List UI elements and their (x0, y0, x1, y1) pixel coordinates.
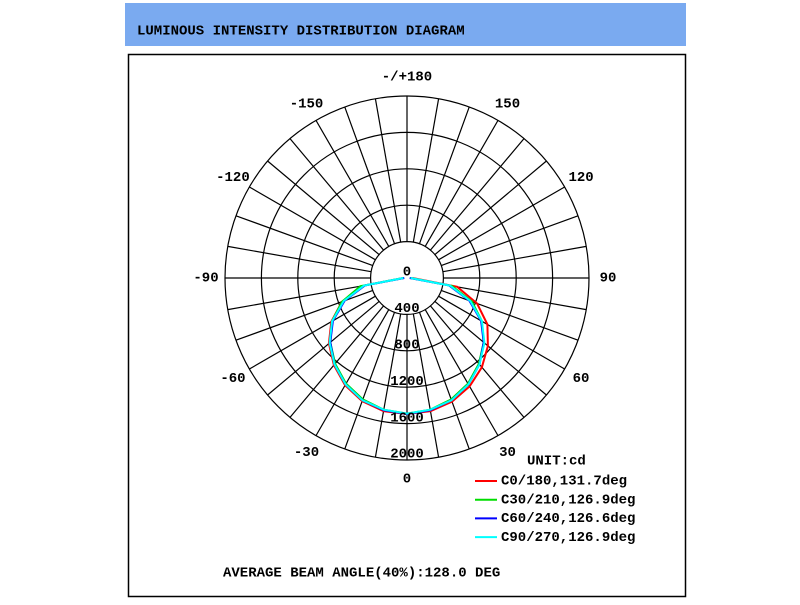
grid-spoke (442, 245, 587, 273)
grid-spoke (418, 311, 470, 450)
grid-spoke (412, 98, 440, 243)
intensity-curve (328, 277, 486, 415)
theta-tick-label: 120 (568, 170, 593, 186)
theta-tick-label: -/+180 (382, 70, 432, 86)
legend-label: C60/240,126.6deg (501, 511, 635, 527)
frame (127, 53, 687, 598)
theta-tick-label: -120 (216, 170, 250, 186)
grid-spoke (412, 313, 440, 458)
grid-spoke (424, 120, 499, 247)
theta-tick-label: 150 (495, 97, 520, 113)
theta-tick-label: -150 (290, 97, 324, 113)
grid-spoke (440, 289, 579, 341)
grid-spoke (249, 186, 376, 261)
legend-label: C90/270,126.9deg (501, 530, 635, 546)
annotation: AVERAGE BEAM ANGLE(40%):128.0 DEG (223, 566, 500, 582)
grid-spoke (374, 313, 402, 458)
theta-tick-label: 60 (573, 371, 590, 387)
grid-spoke (442, 283, 587, 311)
grid-spoke (440, 215, 579, 267)
grid-spoke (344, 106, 396, 245)
grid-spoke (289, 305, 385, 418)
grid-spoke (424, 309, 499, 436)
grid-spoke (434, 300, 547, 396)
grid-spoke (315, 120, 390, 247)
theta-tick-label: 0 (403, 472, 411, 488)
r-tick-label: 1600 (390, 410, 424, 426)
grid-spoke (249, 295, 376, 370)
legend-title: UNIT:cd (527, 454, 586, 470)
theta-tick-label: -60 (220, 371, 245, 387)
r-tick-label: 2000 (390, 447, 424, 463)
r-tick-label: 0 (403, 265, 411, 281)
grid-spoke (438, 186, 565, 261)
title-bar (125, 3, 686, 46)
grid-spoke (227, 283, 372, 311)
r-tick-label: 400 (394, 301, 419, 317)
grid-spoke (429, 138, 525, 251)
legend-label: C30/210,126.9deg (501, 492, 635, 508)
grid-spoke (235, 215, 374, 267)
theta-tick-label: 90 (600, 271, 617, 287)
grid-spoke (418, 106, 470, 245)
grid-spoke (267, 300, 380, 396)
grid-spoke (434, 160, 547, 256)
grid-spoke (227, 245, 372, 273)
r-tick-label: 1200 (390, 374, 424, 390)
grid-spoke (235, 289, 374, 341)
theta-tick-label: -90 (193, 271, 218, 287)
grid-spoke (429, 305, 525, 418)
grid-spoke (374, 98, 402, 243)
grid-spoke (289, 138, 385, 251)
r-tick-label: 800 (394, 338, 419, 354)
grid-spoke (438, 295, 565, 370)
grid-spoke (344, 311, 396, 450)
theta-tick-label: 30 (499, 445, 516, 461)
grid-spoke (315, 309, 390, 436)
chart-title: LUMINOUS INTENSITY DISTRIBUTION DIAGRAM (137, 24, 465, 40)
theta-tick-label: -30 (294, 445, 319, 461)
legend-label: C0/180,131.7deg (501, 474, 627, 490)
grid-spoke (267, 160, 380, 256)
